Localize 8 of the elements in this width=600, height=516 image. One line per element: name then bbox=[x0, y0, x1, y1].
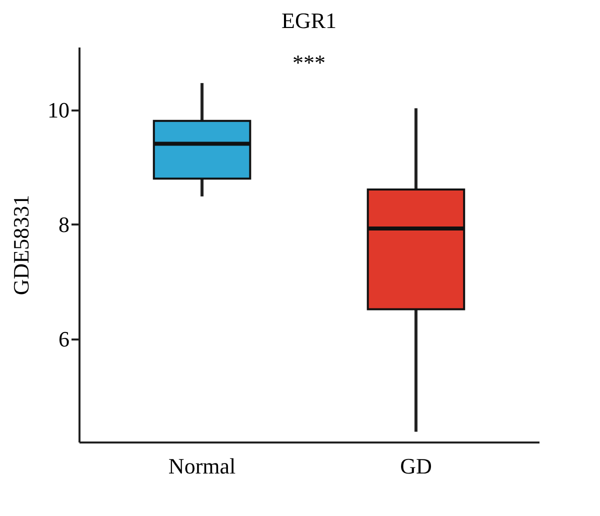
x-tick-label: Normal bbox=[168, 454, 236, 478]
y-tick-label: 8 bbox=[58, 212, 70, 237]
y-tick-label: 6 bbox=[58, 326, 70, 352]
annotation: *** bbox=[292, 50, 326, 75]
y-axis-title: GDE58331 bbox=[8, 194, 34, 296]
x-tick-label: GD bbox=[400, 454, 432, 478]
chart-title: EGR1 bbox=[282, 8, 336, 33]
y-tick-label: 10 bbox=[48, 97, 70, 122]
